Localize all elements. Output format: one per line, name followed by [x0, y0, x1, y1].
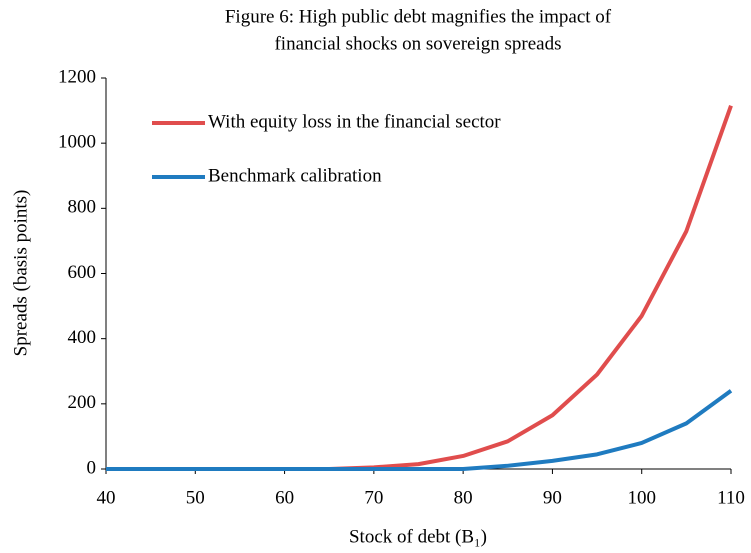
legend-label: With equity loss in the financial sector — [208, 111, 501, 132]
legend-label: Benchmark calibration — [208, 165, 382, 186]
y-tick-label: 0 — [87, 457, 97, 478]
x-axis-label: Stock of debt (B₁) — [349, 526, 487, 547]
x-tick-label: 80 — [454, 487, 473, 508]
y-tick-label: 1000 — [58, 132, 96, 153]
y-tick-label: 400 — [68, 327, 97, 348]
x-tick-label: 70 — [364, 487, 383, 508]
y-tick-label: 600 — [68, 262, 97, 283]
chart-title: financial shocks on sovereign spreads — [274, 33, 561, 54]
chart-title: Figure 6: High public debt magnifies the… — [225, 6, 612, 27]
x-tick-label: 110 — [717, 487, 745, 508]
y-tick-label: 200 — [68, 392, 97, 413]
x-tick-label: 60 — [275, 487, 294, 508]
y-tick-label: 1200 — [58, 66, 96, 87]
series-line — [106, 389, 733, 471]
series-line — [106, 105, 733, 471]
x-tick-label: 90 — [543, 487, 562, 508]
y-tick-label: 800 — [68, 197, 97, 218]
x-tick-label: 50 — [186, 487, 205, 508]
x-tick-label: 40 — [97, 487, 116, 508]
x-tick-label: 100 — [627, 487, 656, 508]
y-axis-label: Spreads (basis points) — [10, 190, 31, 357]
